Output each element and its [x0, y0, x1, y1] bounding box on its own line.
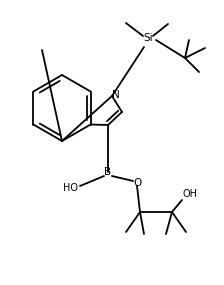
Text: B: B [104, 167, 112, 177]
Text: N: N [112, 90, 120, 100]
Text: HO: HO [62, 183, 78, 193]
Text: O: O [133, 178, 141, 188]
Text: OH: OH [183, 189, 198, 199]
Text: Si: Si [143, 33, 153, 43]
